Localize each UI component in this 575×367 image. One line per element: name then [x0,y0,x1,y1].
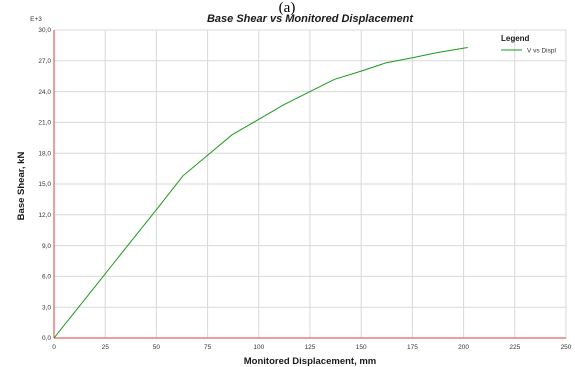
series [53,47,468,339]
y-tick-label: 12,0 [38,212,51,219]
series-line [53,47,468,339]
y-tick-label: 15,0 [38,181,51,188]
x-tick-label: 100 [253,344,264,351]
legend: Legend V vs Displ [501,34,556,55]
legend-entry-label: V vs Displ [527,48,556,55]
y-axis-title: Base Shear, kN [16,152,27,221]
y-tick-label: 3,0 [42,304,51,311]
x-tick-label: 200 [458,344,469,351]
grid [53,29,567,339]
x-tick-label: 50 [153,344,161,351]
y-tick-label: 30,0 [38,27,51,34]
y-tick-label: 0,0 [42,335,51,342]
y-tick-label: 21,0 [38,120,51,127]
x-tick-label: 75 [204,344,212,351]
x-tick-label: 125 [305,344,316,351]
x-tick-label: 225 [509,344,520,351]
y-tick-label: 9,0 [42,243,51,250]
y-tick-label: 24,0 [38,89,51,96]
y-tick-label: 18,0 [38,150,51,157]
y-tick-label: 27,0 [38,58,51,65]
legend-title: Legend [501,34,530,43]
y-axis-multiplier: E+3 [30,16,42,23]
x-tick-label: 0 [52,344,56,351]
chart-title: Base Shear vs Monitored Displacement [207,13,414,25]
y-tick-label: 6,0 [42,274,51,281]
x-tick-label: 150 [356,344,367,351]
panel-label: (a) [279,0,296,16]
x-tick-label: 25 [102,344,110,351]
x-tick-label: 250 [561,344,572,351]
x-axis-title: Monitored Displacement, mm [244,356,377,367]
x-tick-label: 175 [407,344,418,351]
axes [53,30,566,339]
tick-labels: 0 25 50 75 100 125 150 175 200 225 250 0,0 3,0 6,0 9,0… [38,27,571,351]
